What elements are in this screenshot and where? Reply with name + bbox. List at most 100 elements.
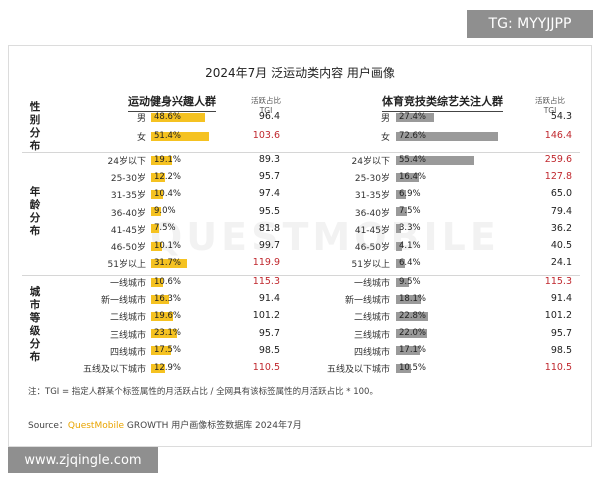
category-label: 四线城市	[353, 347, 390, 358]
tgi-value: 115.3	[544, 276, 572, 287]
data-label: 3.3%	[399, 223, 421, 234]
data-bar	[396, 363, 411, 373]
chart-frame	[8, 45, 592, 447]
data-label: 55.4%	[399, 154, 427, 165]
tgi-value: 40.5	[550, 240, 572, 251]
tgi-value: 95.5	[258, 205, 280, 217]
data-label: 51.4%	[154, 130, 182, 141]
category-label: 46-50岁	[354, 243, 390, 253]
category-label: 五线及以下城市	[82, 365, 146, 375]
data-bar	[151, 131, 209, 141]
data-label: 6.4%	[399, 257, 421, 268]
chart-title: 2024年7月 泛运动类内容 用户画像	[205, 66, 395, 80]
chart-note: 注：TGI = 指定人群某个标签属性的月活跃占比 / 全网具有该标签属性的月活跃…	[28, 387, 378, 397]
chart-source: Source：QuestMobile GROWTH 用户画像标签数据库 2024…	[28, 418, 302, 431]
data-bar	[151, 172, 165, 182]
data-label: 12.2%	[154, 171, 182, 182]
data-bar	[396, 131, 498, 141]
data-bar	[396, 172, 419, 182]
category-label: 25-30岁	[110, 174, 146, 185]
data-bar	[151, 207, 162, 217]
left-tgi-header-line2: TGI	[259, 106, 273, 115]
data-label: 9.5%	[399, 276, 421, 287]
tgi-value: 79.4	[550, 205, 572, 217]
group-separator	[22, 275, 580, 276]
data-label: 12.9%	[154, 362, 182, 373]
data-bar	[151, 241, 163, 251]
data-bar	[396, 277, 410, 287]
data-bar	[396, 311, 428, 321]
data-label: 9.0%	[154, 206, 176, 217]
category-label: 36-40岁	[110, 208, 146, 219]
category-label: 24岁以下	[107, 157, 146, 167]
left-tgi-header-line1: 活跃占比	[251, 96, 281, 105]
data-bar	[151, 112, 206, 122]
right-tgi-header-line1: 活跃占比	[535, 96, 565, 105]
category-label: 一线城市	[353, 279, 390, 289]
data-bar	[396, 155, 474, 165]
category-label: 41-45岁	[110, 225, 146, 236]
data-label: 23.1%	[154, 328, 182, 339]
category-label: 51岁以上	[107, 260, 146, 271]
data-label: 22.8%	[399, 310, 427, 321]
data-bar	[396, 258, 405, 268]
category-label: 二线城市	[109, 313, 146, 324]
data-label: 10.1%	[154, 240, 182, 251]
data-bar	[396, 329, 427, 339]
tgi-value: 146.4	[544, 130, 572, 141]
tgi-value: 95.7	[258, 171, 280, 183]
data-bar	[396, 346, 420, 356]
data-bar	[396, 224, 401, 234]
right-panel-title: 体育竞技类综艺关注人群	[382, 93, 503, 112]
category-label: 46-50岁	[110, 243, 146, 253]
tag-badge: TG: MYYJJPP	[467, 10, 593, 38]
category-label: 五线及以下城市	[326, 365, 390, 375]
tgi-value: 91.4	[258, 293, 280, 305]
category-label: 新一线城市	[344, 296, 390, 307]
tgi-value: 101.2	[252, 310, 280, 322]
tgi-value: 81.8	[258, 222, 280, 234]
data-label: 17.1%	[399, 345, 427, 356]
data-label: 17.5%	[154, 345, 182, 356]
data-label: 7.5%	[154, 223, 176, 234]
category-label: 24岁以下	[351, 157, 390, 167]
source-brand: QuestMobile	[67, 421, 124, 431]
category-label: 一线城市	[109, 279, 146, 289]
tgi-value: 97.4	[258, 188, 280, 200]
tgi-value: 54.3	[550, 111, 572, 122]
data-bar	[151, 189, 163, 199]
data-bar	[151, 277, 163, 287]
source-rest: GROWTH 用户画像标签数据库 2024年7月	[124, 421, 302, 431]
category-label: 三线城市	[109, 330, 146, 341]
group-label: 年龄分布	[29, 185, 41, 237]
tgi-value: 110.5	[252, 362, 280, 373]
source-prefix: Source：	[28, 421, 68, 431]
tgi-value: 110.5	[544, 362, 572, 373]
tgi-value: 89.3	[258, 154, 280, 165]
data-bar	[396, 241, 402, 251]
data-bar	[396, 189, 406, 199]
category-label: 四线城市	[109, 347, 146, 358]
category-label: 36-40岁	[354, 208, 390, 219]
tgi-value: 259.6	[544, 154, 572, 165]
data-label: 19.1%	[154, 154, 182, 165]
data-bar	[396, 112, 435, 122]
category-label: 女	[136, 133, 146, 143]
data-label: 16.4%	[399, 171, 427, 182]
tgi-value: 95.7	[258, 327, 280, 339]
group-label: 城市等级分布	[29, 286, 41, 363]
data-bar	[151, 155, 173, 165]
category-label: 男	[136, 114, 146, 124]
tgi-value: 91.4	[550, 293, 572, 305]
category-label: 41-45岁	[354, 225, 390, 236]
data-bar	[151, 294, 170, 304]
data-label: 31.7%	[154, 257, 182, 268]
data-label: 22.0%	[399, 328, 427, 339]
data-label: 7.5%	[399, 206, 421, 217]
data-label: 10.6%	[154, 276, 182, 287]
data-bar	[396, 207, 407, 217]
tgi-value: 96.4	[258, 111, 280, 122]
data-bar	[396, 294, 422, 304]
tgi-value: 101.2	[544, 310, 572, 322]
